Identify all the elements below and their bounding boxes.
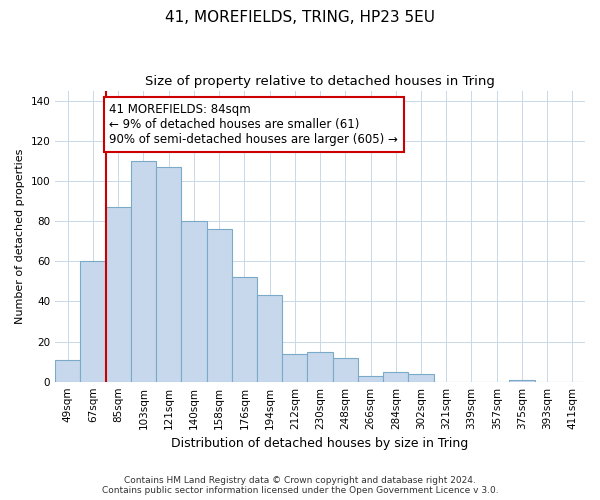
Bar	[55, 360, 80, 382]
Text: 41 MOREFIELDS: 84sqm
← 9% of detached houses are smaller (61)
90% of semi-detach: 41 MOREFIELDS: 84sqm ← 9% of detached ho…	[109, 102, 398, 146]
Text: 41, MOREFIELDS, TRING, HP23 5EU: 41, MOREFIELDS, TRING, HP23 5EU	[165, 10, 435, 25]
Bar	[509, 380, 535, 382]
X-axis label: Distribution of detached houses by size in Tring: Distribution of detached houses by size …	[172, 437, 469, 450]
Bar	[307, 352, 332, 382]
Title: Size of property relative to detached houses in Tring: Size of property relative to detached ho…	[145, 75, 495, 88]
Text: Contains HM Land Registry data © Crown copyright and database right 2024.
Contai: Contains HM Land Registry data © Crown c…	[101, 476, 499, 495]
Bar	[106, 207, 131, 382]
Bar	[409, 374, 434, 382]
Bar	[282, 354, 307, 382]
Y-axis label: Number of detached properties: Number of detached properties	[15, 148, 25, 324]
Bar	[181, 221, 206, 382]
Bar	[206, 229, 232, 382]
Bar	[257, 296, 282, 382]
Bar	[332, 358, 358, 382]
Bar	[131, 161, 156, 382]
Bar	[232, 278, 257, 382]
Bar	[358, 376, 383, 382]
Bar	[156, 167, 181, 382]
Bar	[80, 261, 106, 382]
Bar	[383, 372, 409, 382]
